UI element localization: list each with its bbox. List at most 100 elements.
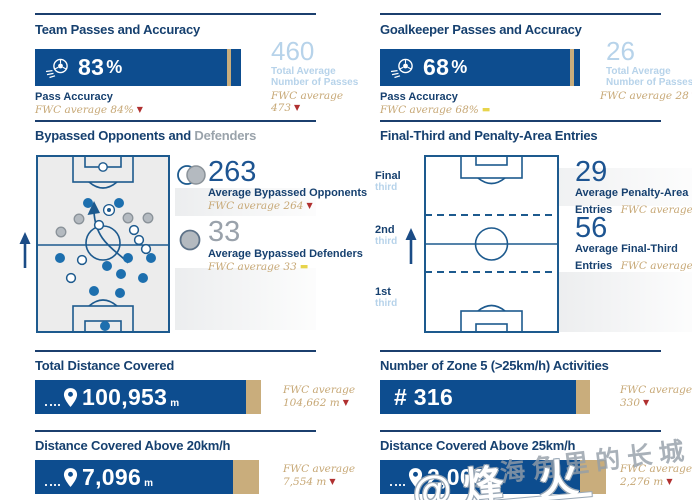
final-third-entries-value: 56 [575,212,608,244]
penalty-area-entries-label2: Entries FWC average 33▼ [575,204,692,216]
dist20-value: 7,096 [82,463,142,490]
fwc-average: 2,276 m ▼ [620,476,673,488]
section-title-team-passes: Team Passes and Accuracy [35,22,201,37]
trend-down-icon: ▼ [329,477,336,486]
location-pin-icon [63,387,78,408]
location-pin-icon [63,467,78,488]
trend-flat-icon: ▬ [481,105,491,115]
zone-label-1st-third: third [375,298,398,309]
average-marker [570,49,574,86]
divider [380,120,661,122]
zone-label-final-third: third [375,182,398,193]
distance-leader-dots [390,484,405,486]
trend-down-icon: ▼ [666,477,673,486]
highlight-band [175,268,316,330]
divider [380,13,661,15]
fwc-average: FWC average 68% ▬ [380,104,491,116]
fwc-average: 330 ▼ [620,397,650,409]
attack-direction-arrow-icon [404,226,418,266]
location-pin-icon [408,467,423,488]
total-passes-value: 460 [271,36,315,66]
fwc-average: FWC average [271,90,344,102]
section-title-entries: Final-Third and Penalty-Area Entries [380,128,598,143]
unit-label: m [144,477,153,489]
fwc-average: FWC average [620,384,692,396]
zone-label-2nd: 2nd [375,224,395,236]
fwc-average: 104,662 m ▼ [283,397,349,409]
fwc-average: FWC average 84% ▼ [35,104,143,116]
bypassed-opponents-value: 263 [208,156,257,188]
fwc-average: FWC average [283,384,356,396]
total-distance-value: 100,953 [82,383,168,410]
trend-down-icon: ▼ [643,398,650,407]
fwc-average: FWC average 28▼ [600,90,692,102]
section-title-dist20: Distance Covered Above 20km/h [35,438,231,453]
gk-total-passes-label: Total Average [606,66,671,77]
pass-accuracy-bar: 83 % [35,49,241,86]
distance-leader-dots [45,404,60,406]
trend-flat-icon: ▬ [299,262,309,272]
trend-down-icon: ▼ [342,398,349,407]
trend-down-icon: ▼ [294,103,301,112]
gk-pass-accuracy-bar: 68 % [380,49,580,86]
bypassed-defenders-icon [178,228,202,252]
gk-pass-accuracy-label: Pass Accuracy [380,91,458,103]
dist25-value: 2,007 [427,463,487,490]
penalty-area-entries-label: Average Penalty-Area [575,187,689,199]
fwc-average: FWC average 264 ▼ [208,200,313,212]
zone-label-1st: 1st [375,286,391,298]
section-title-dist25: Distance Covered Above 25km/h [380,438,576,453]
divider [380,430,661,432]
average-marker [227,49,231,86]
flying-ball-icon [389,57,415,79]
percent-sign: % [451,57,468,77]
divider [35,430,316,432]
pass-accuracy-value: 83 [78,54,105,80]
fwc-average: FWC average [283,463,356,475]
final-third-entries-label: Average Final-Third [575,243,678,255]
highlight-band [175,188,316,216]
total-passes-label: Total Average [271,66,336,77]
section-title-total-distance: Total Distance Covered [35,358,175,373]
divider [35,120,316,122]
unit-label: m [489,477,498,489]
gk-total-passes-value: 26 [606,36,635,66]
fwc-average: 473 ▼ [271,102,301,114]
highlight-band [556,272,692,332]
dist20-bar: 7,096 m [35,460,259,494]
zone5-value: # 316 [394,383,454,410]
bypassed-defenders-label: Average Bypassed Defenders [208,248,363,260]
zone5-bar: # 316 [380,380,590,414]
section-title-gk-passes: Goalkeeper Passes and Accuracy [380,22,582,37]
bypassed-defenders-value: 33 [208,216,241,248]
pass-accuracy-label: Pass Accuracy [35,91,113,103]
total-distance-bar: 100,953 m [35,380,261,414]
gk-pass-accuracy-value: 68 [423,54,450,80]
distance-leader-dots [45,484,60,486]
divider [35,13,316,15]
trend-down-icon: ▼ [306,201,313,210]
final-third-entries-label2: Entries FWC average 58▼ [575,260,692,272]
dist25-bar: 2,007 m [380,460,606,494]
flying-ball-icon [44,57,70,79]
fwc-average: 7,554 m ▼ [283,476,336,488]
zone-label-2nd-third: third [375,236,398,247]
unit-label: m [170,397,180,409]
attack-direction-arrow-icon [18,230,32,270]
penalty-area-entries-value: 29 [575,156,608,188]
gk-total-passes-label: Number of Passes [606,77,692,88]
fwc-average: FWC average [620,463,692,475]
pitch-diagram-thirds [424,155,559,333]
fwc-average: FWC average 33 ▬ [208,261,309,273]
zone-label-final: Final [375,170,401,182]
bypassed-opponents-label: Average Bypassed Opponents [208,187,368,199]
divider [380,350,661,352]
trend-down-icon: ▼ [136,105,143,114]
section-title-zone5: Number of Zone 5 (>25km/h) Activities [380,358,609,373]
bypassed-opponents-icon [176,163,208,187]
percent-sign: % [106,57,123,77]
divider [35,350,316,352]
section-title-bypassed: Bypassed Opponents and Defenders [35,128,257,143]
pitch-diagram-bypassed [36,155,170,333]
